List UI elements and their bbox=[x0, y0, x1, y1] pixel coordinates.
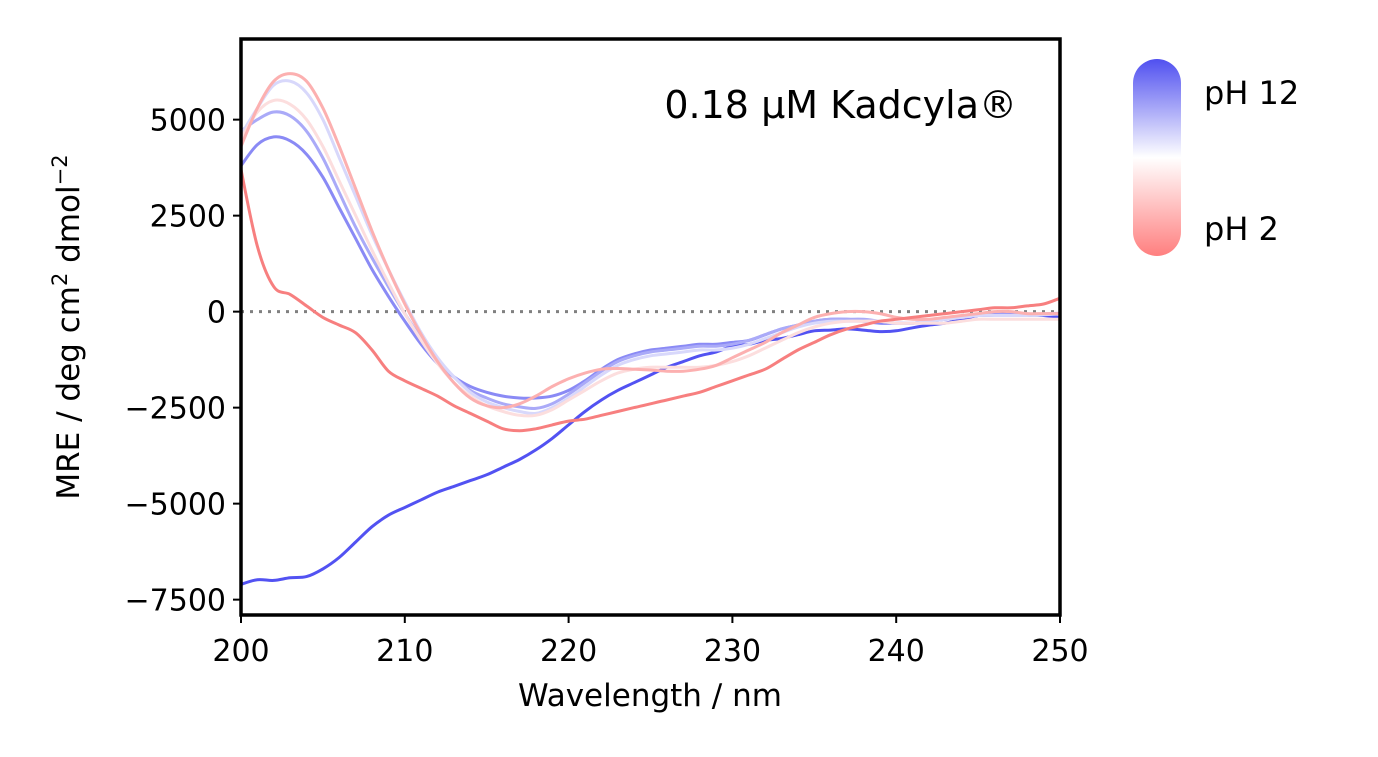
x-tick-label: 230 bbox=[704, 634, 761, 669]
series-line-5 bbox=[241, 98, 1060, 418]
series-line-3 bbox=[241, 110, 1060, 411]
y-tick-label: 0 bbox=[207, 296, 226, 331]
x-axis: 200 210 220 230 240 250 bbox=[212, 615, 1089, 669]
y-tick-label: −2500 bbox=[125, 392, 226, 427]
legend-label-top: pH 12 bbox=[1204, 74, 1299, 112]
y-axis-label: MRE / deg cm2 dmol−2 bbox=[48, 154, 87, 499]
y-axis: 5000 2500 0 −2500 −5000 −7500 bbox=[125, 104, 241, 619]
x-tick-label: 240 bbox=[868, 634, 925, 669]
series-group bbox=[241, 72, 1060, 586]
colorbar-legend: pH 12 pH 2 bbox=[1133, 59, 1299, 256]
colorbar bbox=[1133, 59, 1181, 256]
y-tick-label: 2500 bbox=[150, 200, 226, 235]
series-line-4 bbox=[241, 79, 1060, 416]
series-line-7 bbox=[241, 169, 1060, 433]
series-line-1 bbox=[241, 312, 1060, 586]
legend-label-bottom: pH 2 bbox=[1204, 210, 1279, 248]
y-tick-label: 5000 bbox=[150, 104, 226, 139]
plot-frame bbox=[239, 37, 1062, 617]
x-tick-label: 250 bbox=[1031, 634, 1088, 669]
x-tick-label: 210 bbox=[376, 634, 433, 669]
series-line-6 bbox=[241, 72, 1060, 410]
y-tick-label: −7500 bbox=[125, 584, 226, 619]
plot-area bbox=[239, 37, 1062, 617]
chart-annotation: 0.18 μM Kadcyla® bbox=[664, 83, 1017, 127]
x-tick-label: 220 bbox=[540, 634, 597, 669]
x-axis-label: Wavelength / nm bbox=[518, 678, 782, 714]
x-tick-label: 200 bbox=[212, 634, 269, 669]
series-line-2 bbox=[241, 135, 1060, 400]
y-tick-label: −5000 bbox=[125, 488, 226, 523]
